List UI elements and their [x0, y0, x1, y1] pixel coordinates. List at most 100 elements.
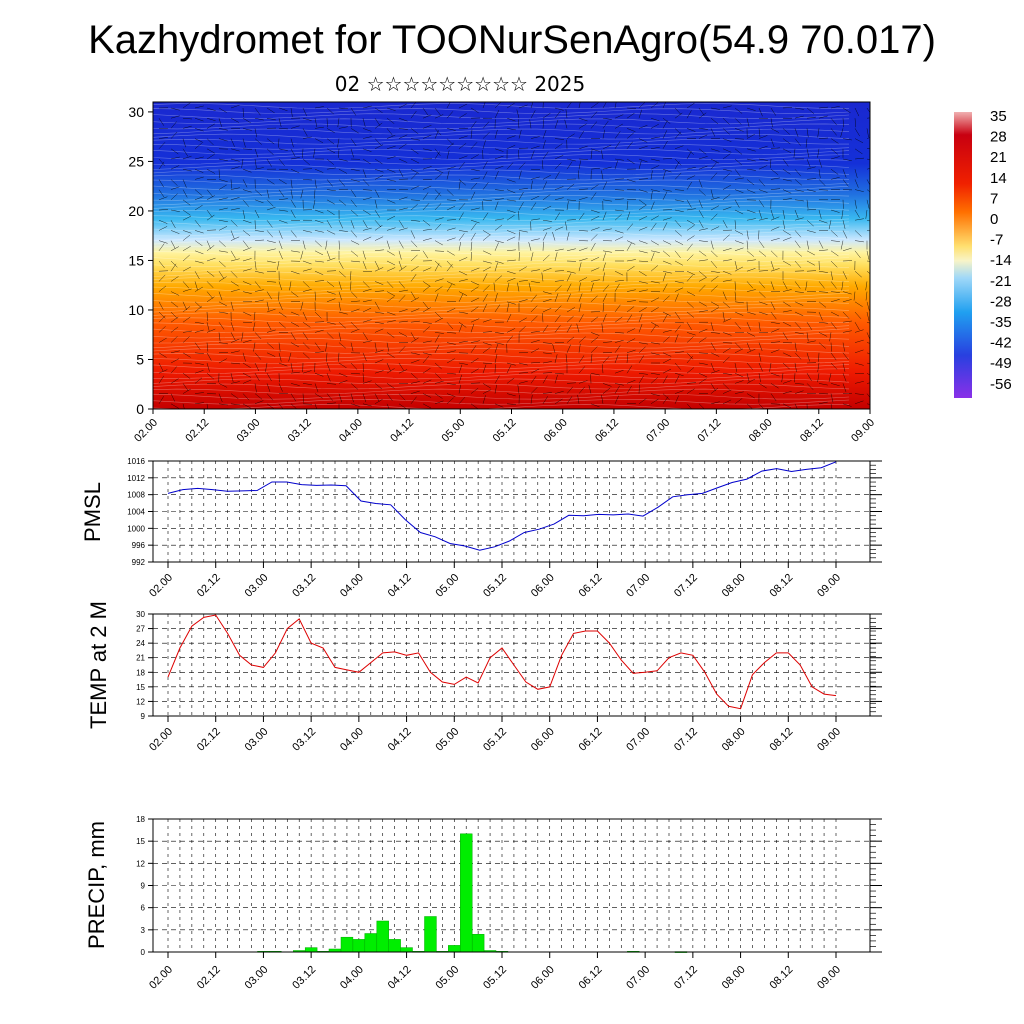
wind-barb	[782, 198, 792, 201]
wind-barb	[770, 118, 773, 128]
wind-barb	[722, 372, 732, 375]
wind-barb	[302, 240, 306, 250]
x-tick-label: 06.00	[529, 964, 557, 992]
wind-barb	[566, 248, 576, 252]
wind-barb	[770, 383, 779, 389]
wind-barb	[530, 238, 540, 241]
wind-barb	[794, 301, 804, 306]
wind-barb	[674, 128, 682, 135]
wind-barb	[290, 230, 297, 238]
wind-barb	[338, 393, 343, 403]
wind-barb	[230, 373, 234, 382]
wind-barb	[650, 321, 660, 327]
wind-barb	[614, 316, 623, 323]
wind-barb	[338, 107, 349, 110]
wind-barb	[422, 352, 432, 356]
wind-barb	[518, 187, 528, 190]
x-tick-label: 04.00	[338, 964, 366, 992]
wind-barb	[254, 383, 257, 393]
wind-barb	[254, 270, 264, 274]
wind-barb	[326, 332, 334, 339]
wind-barb	[614, 283, 620, 292]
wind-barb	[374, 383, 383, 390]
wind-barb	[314, 260, 324, 263]
wind-barb	[650, 252, 655, 262]
wind-barb	[506, 301, 516, 305]
wind-barb	[506, 162, 514, 170]
wind-barb	[434, 223, 442, 231]
wind-barb	[542, 119, 545, 129]
wind-barb	[446, 260, 454, 268]
wind-barb	[626, 353, 629, 364]
wind-barb	[254, 128, 258, 138]
wind-barb	[806, 166, 816, 170]
wind-barb	[542, 267, 552, 272]
wind-barb	[398, 134, 408, 139]
wind-barb	[662, 217, 672, 221]
wind-barb	[182, 168, 192, 172]
wind-barb	[662, 168, 672, 173]
wind-barb	[278, 352, 282, 362]
wind-barb	[410, 230, 416, 239]
wind-barb	[806, 322, 813, 330]
wind-barb	[434, 311, 442, 319]
wind-barb	[458, 143, 467, 149]
wind-barb	[518, 119, 520, 129]
wind-barb	[662, 295, 670, 302]
wind-barb	[578, 130, 585, 139]
wind-barb	[854, 339, 864, 343]
wind-barb	[506, 144, 516, 150]
wind-barb	[530, 339, 540, 343]
wind-barb	[590, 209, 600, 214]
y-tick-label: 15	[128, 252, 144, 268]
wind-barb	[686, 254, 694, 262]
wind-barb	[458, 362, 468, 365]
contour-line	[153, 154, 850, 160]
wind-barb	[686, 175, 696, 180]
wind-barb	[458, 179, 466, 186]
wind-barb	[614, 369, 624, 374]
wind-barb	[518, 147, 529, 150]
wind-barb	[770, 301, 776, 310]
wind-barb	[206, 209, 213, 218]
wind-barb	[290, 148, 296, 157]
wind-barb	[614, 304, 621, 313]
wind-barb	[758, 362, 763, 372]
wind-barb	[638, 323, 643, 333]
wind-barb	[290, 107, 293, 117]
wind-barb	[542, 254, 550, 262]
wind-barb	[434, 250, 445, 252]
x-tick-label: 03.12	[290, 572, 318, 600]
wind-barb	[410, 332, 416, 341]
wind-barb	[194, 196, 204, 201]
wind-barb	[806, 383, 814, 390]
wind-barb	[314, 179, 317, 189]
contour-line	[153, 210, 850, 216]
contour-line	[153, 230, 850, 237]
wind-barb	[206, 296, 215, 303]
wind-barb	[626, 314, 633, 323]
wind-barb	[362, 197, 372, 201]
wind-barb	[434, 203, 442, 211]
wind-barb	[590, 227, 600, 231]
wind-barb	[806, 199, 809, 209]
wind-barb	[300, 250, 304, 260]
wind-barb	[290, 250, 300, 253]
wind-barb	[242, 148, 253, 150]
wind-barb	[326, 220, 332, 229]
wind-barb	[722, 301, 730, 308]
wind-barb	[410, 168, 420, 174]
contour-line	[153, 103, 849, 109]
wind-barb	[170, 301, 179, 308]
wind-barb	[254, 167, 264, 170]
wind-barb	[458, 364, 463, 374]
wind-barb	[854, 322, 860, 331]
wind-barb	[542, 372, 553, 374]
wind-barb	[698, 199, 703, 209]
wind-barb	[590, 184, 599, 190]
wind-barb	[662, 260, 672, 265]
wind-barb	[289, 281, 292, 291]
wind-barb	[362, 209, 371, 216]
wind-barb	[698, 352, 709, 354]
cross-section-x-axis: 02.00 02.12 03.00 03.12 04.00 04.12 05.00 05.12…	[132, 409, 877, 445]
